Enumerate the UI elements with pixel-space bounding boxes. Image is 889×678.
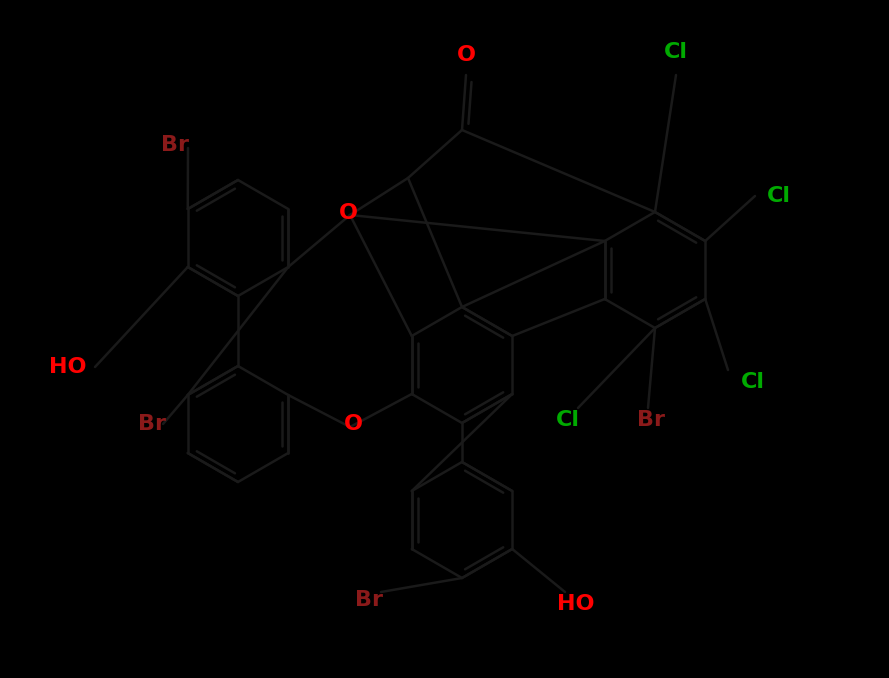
Text: Cl: Cl	[556, 410, 580, 430]
Text: HO: HO	[49, 357, 87, 377]
Text: Cl: Cl	[664, 42, 688, 62]
Text: Br: Br	[161, 135, 189, 155]
Text: Cl: Cl	[767, 186, 791, 206]
Text: O: O	[339, 203, 357, 223]
Text: Br: Br	[355, 590, 383, 610]
Text: Br: Br	[138, 414, 166, 434]
Text: O: O	[343, 414, 363, 434]
Text: HO: HO	[557, 594, 595, 614]
Text: Cl: Cl	[741, 372, 765, 392]
Text: Br: Br	[637, 410, 665, 430]
Text: O: O	[456, 45, 476, 65]
